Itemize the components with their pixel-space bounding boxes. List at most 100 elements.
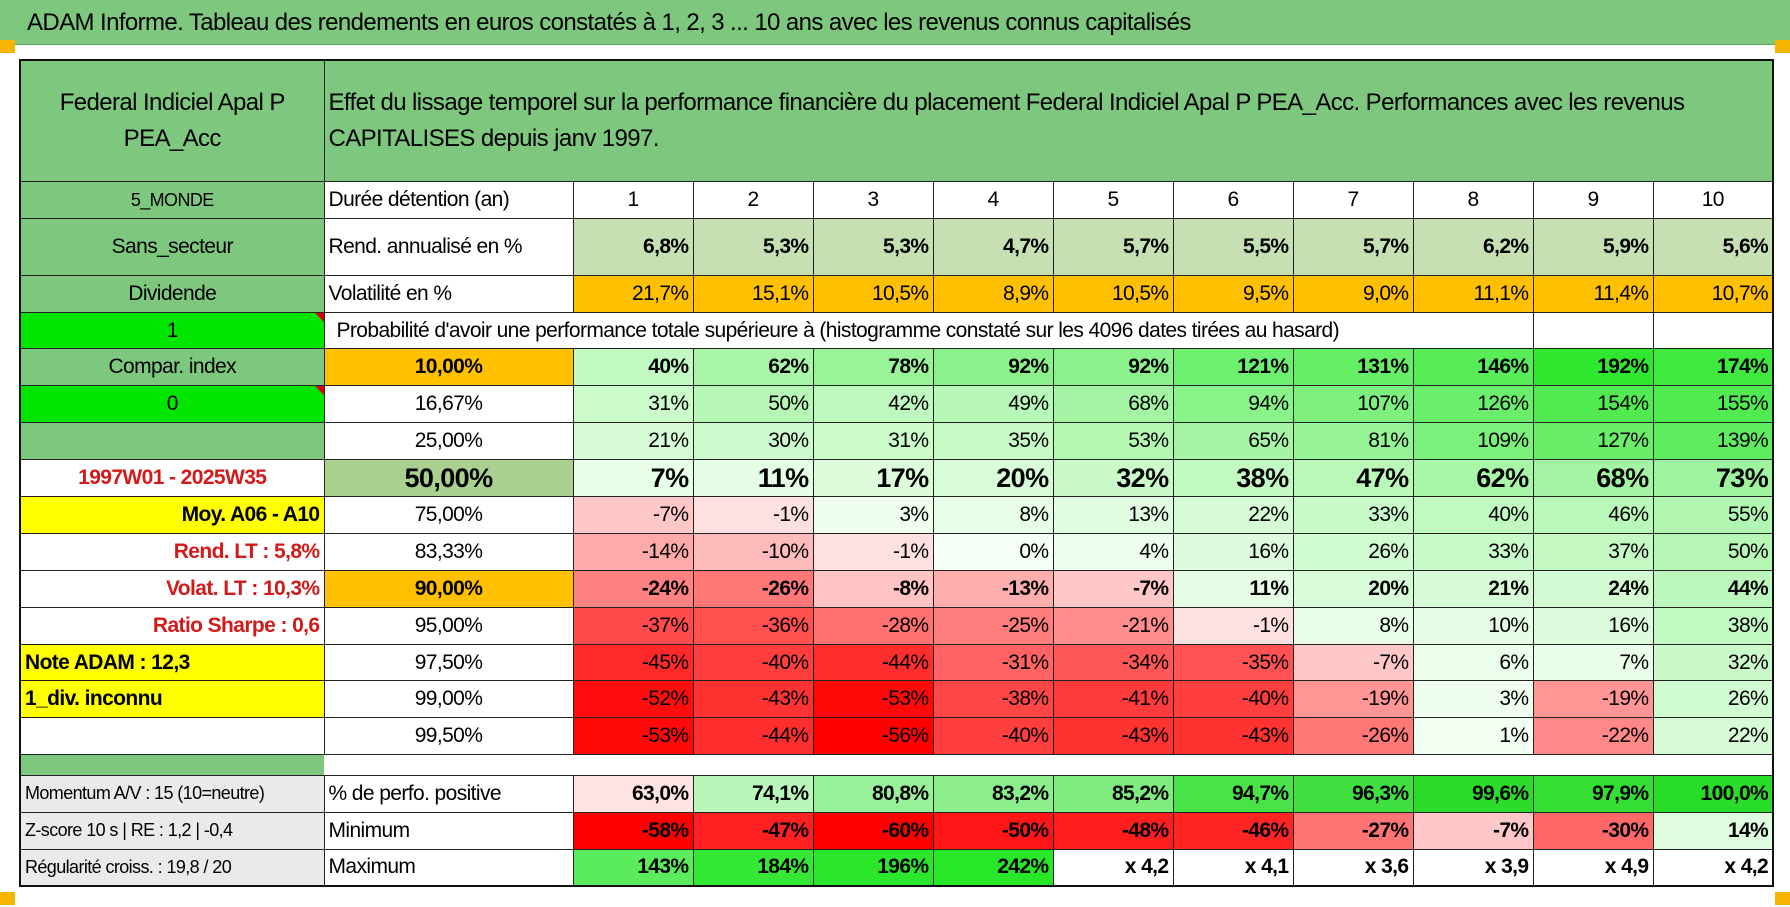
probability-value[interactable]: 154% [1532,385,1654,424]
probability-value[interactable]: 1% [1412,717,1534,756]
spacer-cell[interactable] [1413,754,1533,776]
volat-label[interactable]: Volatilité en % [323,274,574,313]
dividend-cell[interactable]: Dividende [19,274,325,313]
probability-value[interactable]: 10% [1412,606,1534,645]
probability-value[interactable]: 62% [692,348,814,387]
probability-value[interactable]: 31% [812,422,934,461]
probability-value[interactable]: 20% [932,459,1054,498]
spacer-cell[interactable] [1293,754,1413,776]
probability-value[interactable]: 20% [1292,569,1414,608]
regularite-cell[interactable]: Régularité croiss. : 19,8 / 20 [19,848,325,887]
selection-handle[interactable] [1775,892,1790,905]
probability-value[interactable]: 81% [1292,422,1414,461]
probability-value[interactable]: 78% [812,348,934,387]
rend-value[interactable]: 5,3% [812,218,934,276]
sidebar-cell[interactable]: Moy. A06 - A10 [19,496,325,534]
probability-value[interactable]: 3% [812,496,934,534]
probability-value[interactable]: 40% [572,348,694,387]
maximum-value[interactable]: x 4,9 [1532,848,1654,887]
maximum-value[interactable]: x 4,1 [1172,848,1294,887]
probability-value[interactable]: 11% [692,459,814,498]
sidebar-cell[interactable]: 0 [19,385,325,424]
probability-threshold[interactable]: 75,00% [323,496,574,534]
probability-value[interactable]: 192% [1532,348,1654,387]
probability-value[interactable]: 65% [1172,422,1294,461]
perfo-pos-value[interactable]: 63,0% [572,774,694,813]
probability-value[interactable]: -53% [572,717,694,756]
maximum-value[interactable]: 184% [692,848,814,887]
probability-value[interactable]: -43% [692,680,814,719]
maximum-value[interactable]: x 3,9 [1412,848,1534,887]
minimum-value[interactable]: -47% [692,811,814,850]
description-cell[interactable]: Effet du lissage temporel sur la perform… [323,59,1774,183]
maximum-label[interactable]: Maximum [323,848,574,887]
perfo-pos-value[interactable]: 97,9% [1532,774,1654,813]
volat-value[interactable]: 10,5% [1052,274,1174,313]
probability-value[interactable]: -43% [1172,717,1294,756]
probability-value[interactable]: -7% [1052,569,1174,608]
probability-value[interactable]: 11% [1172,569,1294,608]
probability-value[interactable]: -53% [812,680,934,719]
spacer-cell[interactable] [1533,754,1653,776]
sidebar-cell[interactable]: 1_div. inconnu [19,680,325,719]
probability-value[interactable]: 107% [1292,385,1414,424]
spacer-cell[interactable] [1053,754,1173,776]
spacer-cell[interactable] [1173,754,1293,776]
year-header[interactable]: 2 [692,181,814,220]
maximum-value[interactable]: x 3,6 [1292,848,1414,887]
perfo-pos-value[interactable]: 96,3% [1292,774,1414,813]
fund-name-cell[interactable]: Federal Indiciel Apal P PEA_Acc [19,59,325,183]
region-cell[interactable]: 5_MONDE [19,181,325,220]
minimum-value[interactable]: -46% [1172,811,1294,850]
sidebar-cell[interactable]: Rend. LT : 5,8% [19,532,325,571]
selection-handle[interactable] [0,892,15,905]
rend-label[interactable]: Rend. annualisé en % [323,218,574,276]
probability-value[interactable]: -43% [1052,717,1174,756]
probability-value[interactable]: -26% [692,569,814,608]
rend-value[interactable]: 5,9% [1532,218,1654,276]
probability-value[interactable]: 126% [1412,385,1534,424]
minimum-value[interactable]: 14% [1652,811,1774,850]
volat-value[interactable]: 10,5% [812,274,934,313]
probability-value[interactable]: 55% [1652,496,1774,534]
probability-value[interactable]: -36% [692,606,814,645]
probability-value[interactable]: 7% [572,459,694,498]
maximum-value[interactable]: 143% [572,848,694,887]
probability-value[interactable]: 109% [1412,422,1534,461]
year-header[interactable]: 7 [1292,181,1414,220]
probability-value[interactable]: 8% [1292,606,1414,645]
probability-value[interactable]: -25% [932,606,1054,645]
empty-cell[interactable] [1652,311,1774,350]
probability-value[interactable]: 21% [572,422,694,461]
probability-value[interactable]: 31% [572,385,694,424]
probability-value[interactable]: 17% [812,459,934,498]
probability-value[interactable]: -1% [812,532,934,571]
probability-value[interactable]: 3% [1412,680,1534,719]
minimum-value[interactable]: -58% [572,811,694,850]
volat-value[interactable]: 9,0% [1292,274,1414,313]
probability-value[interactable]: 22% [1172,496,1294,534]
probability-value[interactable]: 38% [1172,459,1294,498]
maximum-value[interactable]: x 4,2 [1052,848,1174,887]
maximum-value[interactable]: 242% [932,848,1054,887]
probability-value[interactable]: -1% [692,496,814,534]
volat-value[interactable]: 9,5% [1172,274,1294,313]
sidebar-cell[interactable]: Volat. LT : 10,3% [19,569,325,608]
probability-value[interactable]: -7% [1292,643,1414,682]
spacer-cell[interactable] [324,754,573,776]
minimum-value[interactable]: -7% [1412,811,1534,850]
year-header[interactable]: 10 [1652,181,1774,220]
perfo-pos-value[interactable]: 80,8% [812,774,934,813]
probability-threshold[interactable]: 25,00% [323,422,574,461]
probability-value[interactable]: 146% [1412,348,1534,387]
sidebar-cell[interactable] [19,422,325,461]
probability-value[interactable]: -41% [1052,680,1174,719]
probability-threshold[interactable]: 16,67% [323,385,574,424]
probability-value[interactable]: -56% [812,717,934,756]
one-cell[interactable]: 1 [19,311,325,350]
probability-value[interactable]: 33% [1292,496,1414,534]
year-header[interactable]: 5 [1052,181,1174,220]
probability-value[interactable]: 6% [1412,643,1534,682]
probability-value[interactable]: 40% [1412,496,1534,534]
perfo-pos-value[interactable]: 83,2% [932,774,1054,813]
